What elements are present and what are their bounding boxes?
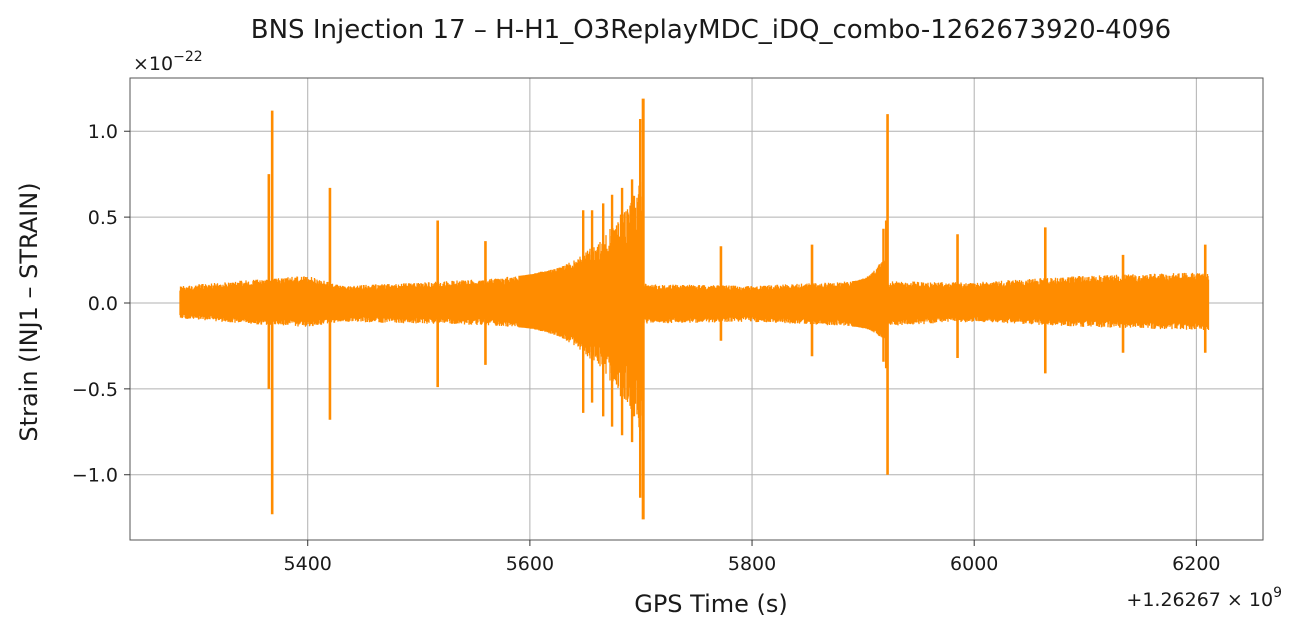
y-scale-label: ×10−22 (133, 49, 203, 75)
x-tick-label: 5400 (284, 553, 332, 575)
y-axis-label: Strain (INJ1 – STRAIN) (15, 182, 43, 441)
x-tick-label: 6000 (950, 553, 998, 575)
data-series (179, 98, 1210, 520)
x-tick-label: 5800 (728, 553, 776, 575)
y-tick-label: 1.0 (88, 121, 118, 143)
x-offset-label: +1.26267 × 109 (1126, 585, 1282, 611)
x-tick-label: 5600 (506, 553, 554, 575)
y-tick-label: −1.0 (72, 465, 118, 487)
x-tick-label: 6200 (1172, 553, 1220, 575)
ticks: 5400 5600 5800 6000 6200 1.0 0.5 0.0 −0.5 −1.0 (72, 121, 1221, 575)
y-tick-label: 0.0 (88, 293, 118, 315)
y-tick-label: −0.5 (72, 379, 118, 401)
y-tick-label: 0.5 (88, 207, 118, 229)
plot-frame (129, 77, 1264, 541)
x-axis-label: GPS Time (s) (634, 590, 788, 618)
series-noise-band (179, 181, 1210, 432)
chart-title: BNS Injection 17 – H-H1_O3ReplayMDC_iDQ_… (251, 15, 1171, 45)
y-scale-exponent: −22 (173, 49, 203, 65)
x-offset-exponent: 9 (1273, 585, 1282, 601)
